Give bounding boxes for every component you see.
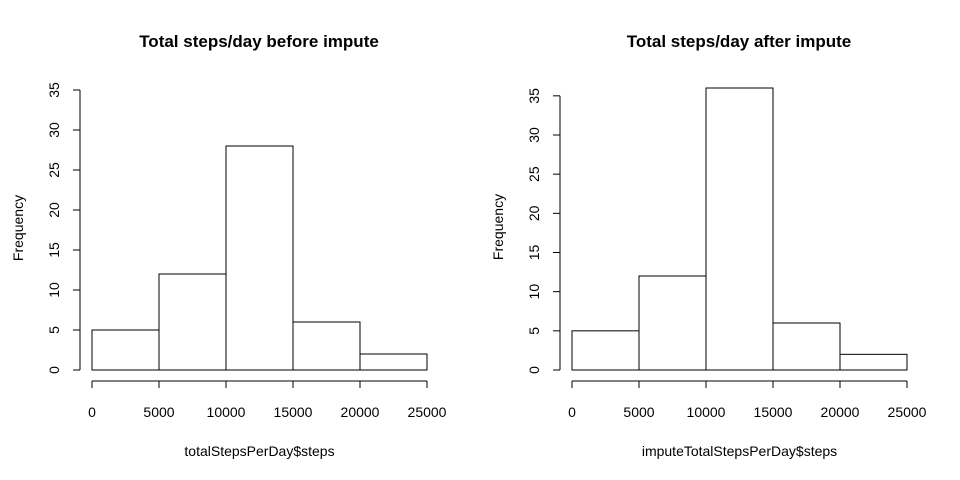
histogram-bar (705, 87, 774, 371)
x-tick-label: 10000 (687, 404, 726, 420)
y-tick-label: 20 (526, 205, 542, 221)
x-axis: 0 5000 10000 15000 20000 25000 (568, 380, 927, 420)
histogram-bar (571, 330, 640, 371)
y-tick-label: 30 (526, 127, 542, 143)
x-tick-label: 15000 (274, 404, 313, 420)
histogram-bar (292, 321, 361, 371)
x-tick-label: 15000 (754, 404, 793, 420)
y-tick-label: 0 (46, 366, 62, 374)
x-tick-label: 5000 (623, 404, 654, 420)
y-tick-label: 0 (526, 366, 542, 374)
x-axis: 0 5000 10000 15000 20000 25000 (88, 380, 447, 420)
y-axis-label: Frequency (10, 195, 26, 261)
x-tick-label: 25000 (888, 404, 927, 420)
histogram-bar (225, 145, 294, 371)
chart-title: Total steps/day before impute (139, 32, 379, 51)
y-axis: 0 5 10 15 20 25 30 35 (46, 82, 81, 374)
y-tick-label: 25 (46, 162, 62, 178)
y-tick-label: 30 (46, 122, 62, 138)
y-axis: 0 5 10 15 20 25 30 35 (526, 88, 561, 374)
y-tick-label: 25 (526, 166, 542, 182)
x-tick-label: 20000 (821, 404, 860, 420)
histogram-bar (638, 275, 707, 371)
x-tick-label: 25000 (408, 404, 447, 420)
histogram-bar (839, 353, 908, 371)
histogram-bar (359, 353, 428, 371)
y-tick-label: 10 (46, 282, 62, 298)
x-tick-label: 10000 (207, 404, 246, 420)
y-tick-label: 15 (46, 242, 62, 258)
y-tick-label: 5 (46, 326, 62, 334)
y-tick-label: 10 (526, 284, 542, 300)
chart-title: Total steps/day after impute (627, 32, 852, 51)
y-axis-label: Frequency (490, 194, 506, 260)
y-tick-label: 35 (46, 82, 62, 98)
y-tick-label: 15 (526, 245, 542, 261)
y-tick-label: 5 (526, 327, 542, 335)
x-axis-label: imputeTotalStepsPerDay$steps (642, 443, 837, 459)
x-tick-label: 0 (88, 404, 96, 420)
x-tick-label: 5000 (143, 404, 174, 420)
y-tick-label: 20 (46, 202, 62, 218)
x-tick-label: 20000 (341, 404, 380, 420)
x-tick-label: 0 (568, 404, 576, 420)
y-tick-label: 35 (526, 88, 542, 104)
histogram-bar (91, 329, 160, 371)
histogram-bar (772, 322, 841, 371)
histogram-before-impute: Total steps/day before impute 0 5000 10000 1… (10, 32, 447, 459)
histogram-bar (158, 273, 227, 371)
x-axis-label: totalStepsPerDay$steps (184, 443, 334, 459)
histogram-after-impute: Total steps/day after impute 0 5000 10000 15… (490, 32, 927, 459)
